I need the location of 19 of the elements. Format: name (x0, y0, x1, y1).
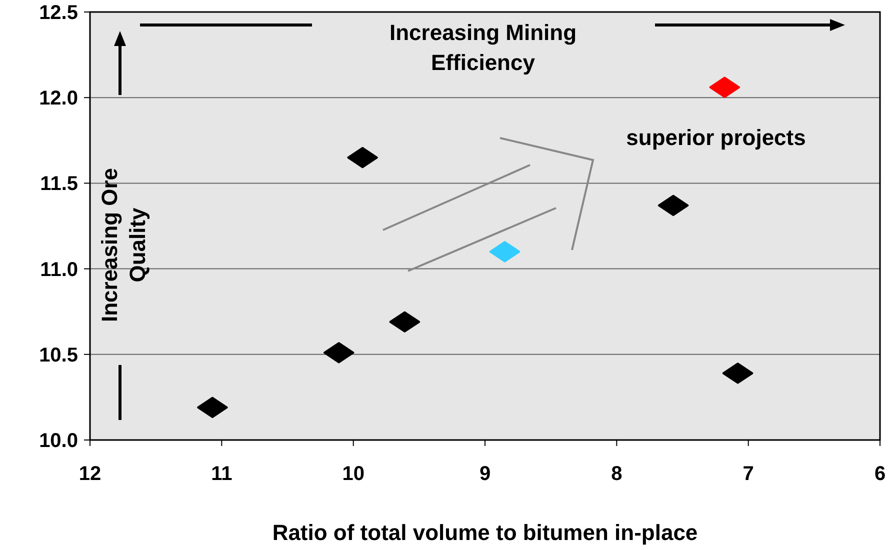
x-tick-label: 6 (874, 463, 886, 485)
y-tick-label: 10.0 (39, 430, 78, 452)
point (347, 146, 378, 168)
point (197, 396, 228, 418)
annotation: superior projects (626, 125, 806, 150)
x-tick-label: 7 (742, 463, 754, 485)
x-tick-label: 12 (78, 463, 102, 485)
x-tick-label: 10 (342, 463, 364, 485)
x-axis-title: Ratio of total volume to bitumen in-place (272, 520, 698, 545)
annotation: Increasing Mining Efficiency (389, 20, 577, 75)
annotation: Increasing Ore Quality (97, 168, 150, 322)
y-tick-label: 10.5 (39, 344, 78, 366)
x-tick-label: 8 (611, 463, 622, 485)
y-tick-label: 12.0 (39, 88, 78, 110)
x-tick-label: 11 (211, 463, 232, 485)
y-tick-label: 11.0 (40, 258, 78, 281)
x-tick-label: 9 (479, 463, 491, 485)
y-tick-label: 11.5 (40, 173, 78, 196)
y-tick-label: 12.5 (39, 2, 78, 24)
